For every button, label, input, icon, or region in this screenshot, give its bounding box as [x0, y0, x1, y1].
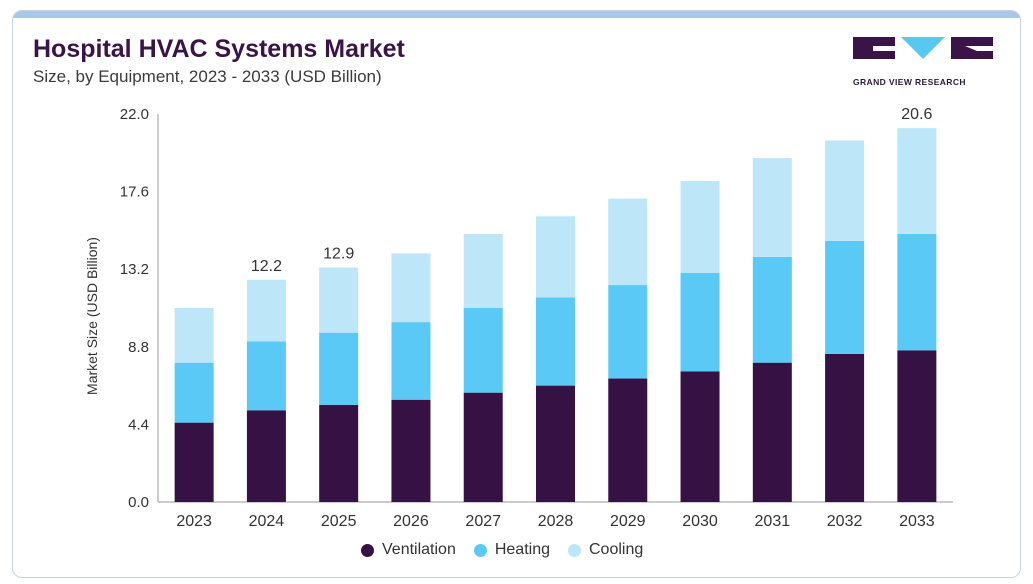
bar-cooling-2032 [825, 140, 865, 241]
bar-cooling-2024 [246, 279, 286, 342]
bar-cooling-2029 [608, 198, 648, 286]
x-tick-label: 2031 [755, 513, 791, 530]
x-tick-label: 2025 [321, 513, 357, 530]
bar-heating-2027 [463, 308, 503, 393]
legend-swatch-cooling [568, 543, 581, 557]
logo-mark-icon [853, 37, 993, 59]
bar-ventilation-2023 [174, 422, 214, 502]
bar-cooling-2031 [752, 158, 792, 257]
bar-ventilation-2028 [536, 385, 575, 502]
bar-cooling-2027 [463, 233, 503, 308]
y-tick-label: 4.4 [128, 416, 149, 433]
logo-text: GRAND VIEW RESEARCH [853, 77, 966, 87]
bar-cooling-2028 [536, 216, 575, 298]
bar-heating-2029 [608, 285, 648, 379]
bar-heating-2028 [536, 297, 575, 386]
y-tick-label: 0.0 [128, 494, 149, 511]
chart-legend: Ventilation Heating Cooling [361, 539, 643, 561]
bar-cooling-2030 [680, 181, 720, 273]
x-tick-label: 2029 [610, 513, 646, 530]
legend-label-heating: Heating [494, 541, 550, 558]
grand-view-research-logo: GRAND VIEW RESEARCH [853, 37, 1003, 89]
legend-item-ventilation: Ventilation [361, 541, 456, 559]
bar-heating-2023 [174, 362, 214, 423]
chart-subtitle: Size, by Equipment, 2023 - 2033 (USD Bil… [33, 67, 382, 86]
data-label-total-2025: 12.9 [323, 245, 354, 262]
y-tick-label: 22.0 [120, 106, 149, 123]
x-tick-label: 2027 [465, 513, 501, 530]
bar-ventilation-2031 [752, 362, 792, 502]
x-tick-label: 2032 [827, 513, 863, 530]
bar-heating-2033 [897, 233, 937, 351]
bar-cooling-2025 [319, 267, 359, 333]
y-tick-label: 8.8 [128, 339, 149, 356]
stacked-bar-chart: 0.0 4.4 8.8 13.2 17.6 22.0 Market Size (USD Bi… [84, 106, 953, 530]
bar-ventilation-2032 [825, 353, 865, 502]
y-axis-label: Market Size (USD Billion) [84, 237, 100, 395]
legend-item-heating: Heating [473, 541, 550, 559]
bar-cooling-2023 [174, 308, 214, 363]
legend-swatch-heating [473, 543, 487, 557]
bar-ventilation-2025 [319, 405, 359, 502]
legend-label-cooling: Cooling [589, 541, 644, 558]
x-tick-label: 2026 [393, 513, 429, 530]
bar-heating-2030 [680, 272, 720, 372]
y-tick-label: 13.2 [120, 261, 149, 278]
bar-ventilation-2029 [608, 378, 648, 502]
data-label-total-2024: 12.2 [251, 258, 282, 275]
bar-cooling-2033 [897, 128, 937, 234]
bar-heating-2031 [752, 256, 792, 363]
legend-item-cooling: Cooling [568, 541, 643, 559]
x-tick-label: 2024 [249, 513, 285, 530]
bar-ventilation-2027 [463, 392, 503, 502]
bar-ventilation-2024 [246, 410, 286, 502]
bar-ventilation-2026 [391, 399, 431, 502]
legend-swatch-ventilation [361, 543, 374, 557]
bar-cooling-2026 [391, 253, 431, 323]
x-tick-label: 2023 [176, 513, 212, 530]
bar-heating-2032 [825, 240, 865, 354]
legend-label-ventilation: Ventilation [382, 541, 456, 558]
chart-card: Hospital HVAC Systems Market Size, by Eq… [12, 10, 1021, 578]
top-accent-bar [13, 11, 1020, 18]
bar-heating-2026 [391, 322, 431, 400]
bar-heating-2025 [319, 332, 359, 405]
page-title: Hospital HVAC Systems Market [33, 35, 405, 63]
x-tick-label: 2033 [899, 513, 935, 530]
x-tick-label: 2028 [538, 513, 574, 530]
bar-ventilation-2033 [897, 350, 937, 502]
bar-heating-2024 [246, 341, 286, 411]
bar-ventilation-2030 [680, 371, 720, 502]
data-label-total-2033: 20.6 [901, 106, 932, 123]
x-tick-label: 2030 [682, 513, 718, 530]
y-tick-label: 17.6 [120, 184, 149, 201]
